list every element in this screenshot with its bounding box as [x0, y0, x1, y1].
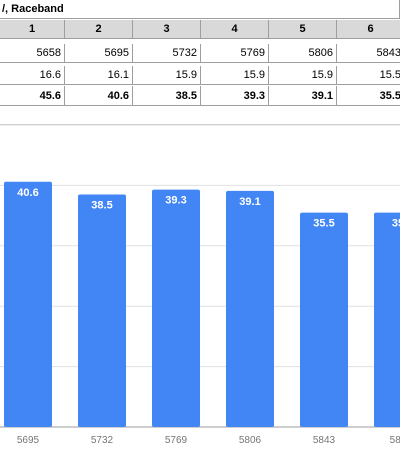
table-cell[interactable]: 39.1 — [269, 86, 337, 106]
bar[interactable] — [226, 190, 274, 427]
header-cell[interactable]: 4 — [201, 20, 269, 39]
bar[interactable] — [374, 212, 400, 427]
data-label: 35 — [392, 218, 400, 230]
bar-chart[interactable]: 40.6 5695 38.5 5732 39.3 5769 39.1 5806 35.5 5843… — [0, 124, 400, 471]
x-tick-label: 5843 — [313, 435, 336, 446]
table-cell[interactable]: 15.5 — [337, 66, 400, 85]
data-label: 40.6 — [17, 187, 38, 199]
table-cell[interactable]: 5843 — [337, 44, 400, 63]
table-cell[interactable]: 5806 — [269, 44, 337, 63]
frequency-row: 5658 5695 5732 5769 5806 5843 — [0, 44, 400, 64]
x-tick-label: 5806 — [239, 435, 262, 446]
bar[interactable] — [78, 194, 126, 427]
header-cell[interactable]: 6 — [337, 20, 400, 39]
x-tick-label: 5769 — [165, 435, 188, 446]
header-cell[interactable]: 2 — [65, 20, 133, 39]
table-cell[interactable]: 40.6 — [65, 86, 133, 106]
table-cell[interactable]: 15.9 — [133, 66, 201, 85]
data-label: 39.1 — [239, 196, 260, 208]
table-cell[interactable]: 15.9 — [201, 66, 269, 85]
total-row: 45.6 40.6 38.5 39.3 39.1 35.5 — [0, 86, 400, 106]
header-cell[interactable]: 3 — [133, 20, 201, 39]
header-cell[interactable]: 1 — [0, 20, 65, 39]
table-cell[interactable]: 39.3 — [201, 86, 269, 106]
data-label: 35.5 — [313, 218, 334, 230]
table-cell[interactable]: 15.9 — [269, 66, 337, 85]
spreadsheet: /, Raceband 1 2 3 4 5 6 5658 5695 5732 5… — [0, 0, 400, 112]
bar[interactable] — [152, 189, 200, 427]
table-cell[interactable]: 5732 — [133, 44, 201, 63]
column-header-row: 1 2 3 4 5 6 — [0, 20, 400, 40]
table-cell[interactable]: 16.6 — [0, 66, 65, 85]
x-tick-label: 5732 — [91, 435, 114, 446]
table-cell[interactable]: 5695 — [65, 44, 133, 63]
x-tick-label: 5695 — [17, 435, 40, 446]
table-cell[interactable]: 5658 — [0, 44, 65, 63]
data-label: 39.3 — [165, 195, 186, 207]
table-cell[interactable]: 5769 — [201, 44, 269, 63]
sheet-title[interactable]: /, Raceband — [0, 0, 400, 19]
table-cell[interactable]: 45.6 — [0, 86, 65, 106]
table-cell[interactable]: 16.1 — [65, 66, 133, 85]
header-cell[interactable]: 5 — [269, 20, 337, 39]
x-tick-label: 588 — [390, 435, 400, 446]
value-row: 16.6 16.1 15.9 15.9 15.9 15.5 — [0, 66, 400, 86]
bar[interactable] — [4, 181, 52, 427]
chart-canvas: 40.6 5695 38.5 5732 39.3 5769 39.1 5806 35.5 5843… — [0, 125, 400, 446]
bar[interactable] — [300, 212, 348, 427]
sheet-title-row: /, Raceband — [0, 0, 400, 20]
table-cell[interactable]: 38.5 — [133, 86, 201, 106]
data-label: 38.5 — [91, 199, 112, 211]
table-cell[interactable]: 35.5 — [337, 86, 400, 106]
